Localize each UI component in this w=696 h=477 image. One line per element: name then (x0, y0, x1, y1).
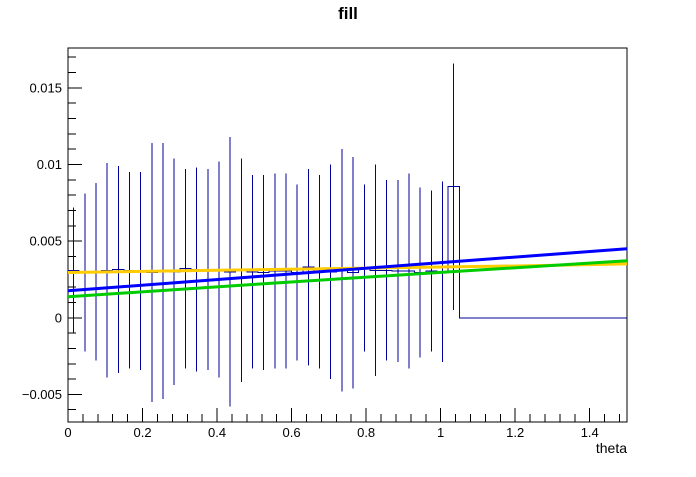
x-tick-label: 1 (437, 425, 444, 440)
x-tick-label: 0.2 (133, 425, 151, 440)
x-tick-label: 0.6 (283, 425, 301, 440)
x-tick-label: 0.8 (357, 425, 375, 440)
plot-frame (67, 47, 628, 423)
x-tick-label: 0 (64, 425, 71, 440)
y-tick-label: 0.005 (29, 234, 62, 249)
blue-fit (67, 247, 628, 293)
x-tick-label: 0.4 (208, 425, 226, 440)
y-tick-label: 0 (55, 310, 62, 325)
x-tick-label: 1.2 (506, 425, 524, 440)
y-tick-label: 0.01 (37, 157, 62, 172)
green-fit (67, 259, 628, 299)
y-tick-label: 0.015 (29, 80, 62, 95)
chart-title: fill (338, 4, 358, 23)
x-axis-title: theta (595, 440, 627, 456)
x-tick-label: 1.4 (581, 425, 599, 440)
y-tick-label: −0.005 (22, 387, 62, 402)
